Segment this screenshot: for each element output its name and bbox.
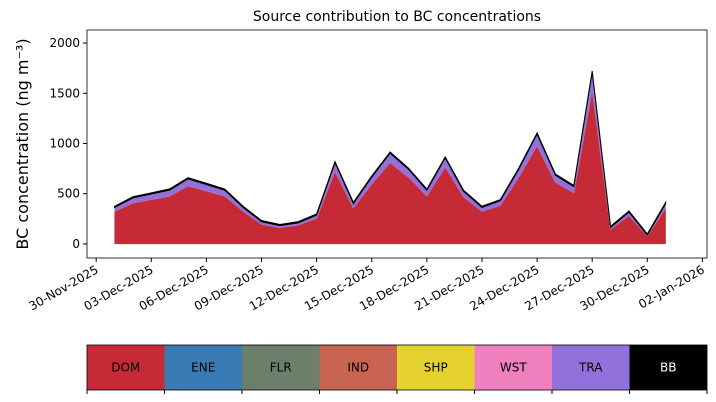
- legend-swatch: [242, 345, 320, 390]
- legend-frame: [86, 344, 708, 391]
- legend-swatch: [164, 345, 242, 390]
- legend-swatch: [474, 345, 552, 390]
- legend-label: BB: [660, 361, 676, 375]
- legend-swatch: [319, 345, 397, 390]
- y-axis-label: BC concentration (ng m⁻³): [13, 38, 32, 249]
- legend-label: WST: [500, 361, 527, 375]
- legend-label: ENE: [191, 361, 215, 375]
- plot-frame: [86, 29, 708, 259]
- legend-swatch: [87, 345, 165, 390]
- chart-title: Source contribution to BC concentrations: [253, 9, 541, 25]
- area: [114, 90, 666, 245]
- y-tick-label: 1000: [49, 136, 80, 150]
- legend-label: DOM: [111, 361, 140, 375]
- legend-swatch: [629, 345, 707, 390]
- y-tick-label: 500: [57, 187, 80, 201]
- legend-label: SHP: [424, 361, 448, 375]
- y-tick-label: 1500: [49, 86, 80, 100]
- legend-swatch: [552, 345, 630, 390]
- legend-label: FLR: [270, 361, 292, 375]
- legend-label: IND: [347, 361, 369, 375]
- y-tick-label: 2000: [49, 36, 80, 50]
- legend-swatch: [397, 345, 475, 390]
- y-tick-label: 0: [72, 237, 80, 251]
- area: [114, 70, 667, 237]
- legend-label: TRA: [578, 361, 603, 375]
